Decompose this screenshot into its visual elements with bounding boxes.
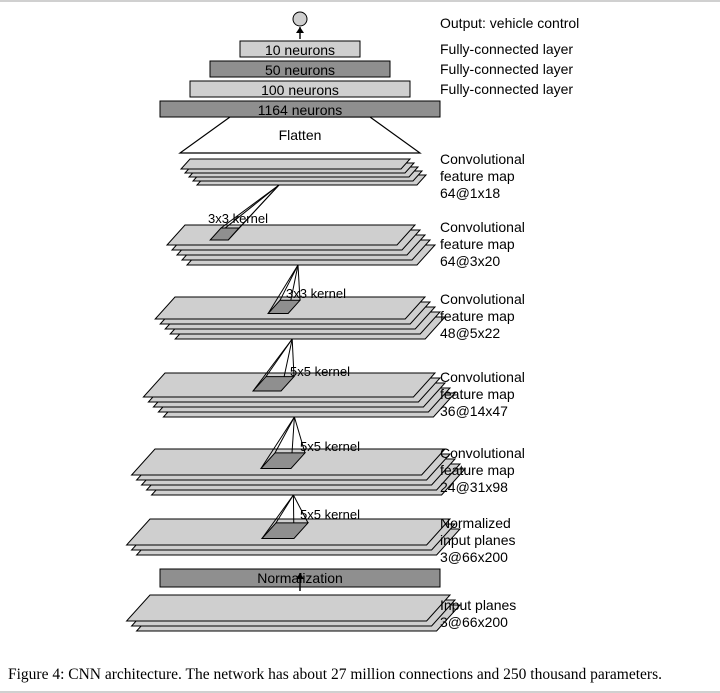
diagram-svg	[0, 5, 720, 645]
layer-label-1: Fully-connected layer	[440, 41, 573, 58]
kernel-label-4: 5x5 kernel	[300, 507, 360, 522]
layer-label-0: Output: vehicle control	[440, 15, 579, 32]
figure-caption: Figure 4: CNN architecture. The network …	[8, 665, 712, 685]
normalization-label: Normalization	[160, 570, 440, 586]
fc-bar-label-2: 100 neurons	[190, 82, 410, 98]
layer-label-7: Convolutional feature map 36@14x47	[440, 369, 525, 419]
layer-label-4: Convolutional feature map 64@1x18	[440, 151, 525, 201]
fc-bar-label-1: 50 neurons	[210, 62, 390, 78]
layer-label-2: Fully-connected layer	[440, 61, 573, 78]
kernel-label-1: 3x3 kernel	[286, 286, 346, 301]
fc-bar-label-3: 1164 neurons	[160, 102, 440, 118]
fc-bar-label-0: 10 neurons	[240, 42, 360, 58]
kernel-label-0: 3x3 kernel	[208, 211, 268, 226]
layer-label-5: Convolutional feature map 64@3x20	[440, 219, 525, 269]
cnn-architecture-diagram: Output: vehicle control Fully-connected l…	[0, 5, 720, 625]
layer-label-9: Normalized input planes 3@66x200	[440, 515, 516, 565]
layer-label-3: Fully-connected layer	[440, 81, 573, 98]
kernel-label-3: 5x5 kernel	[300, 439, 360, 454]
layer-label-6: Convolutional feature map 48@5x22	[440, 291, 525, 341]
flatten-label: Flatten	[240, 127, 360, 143]
kernel-label-2: 5x5 kernel	[290, 364, 350, 379]
layer-label-8: Convolutional feature map 24@31x98	[440, 445, 525, 495]
layer-label-10: Input planes 3@66x200	[440, 597, 516, 631]
